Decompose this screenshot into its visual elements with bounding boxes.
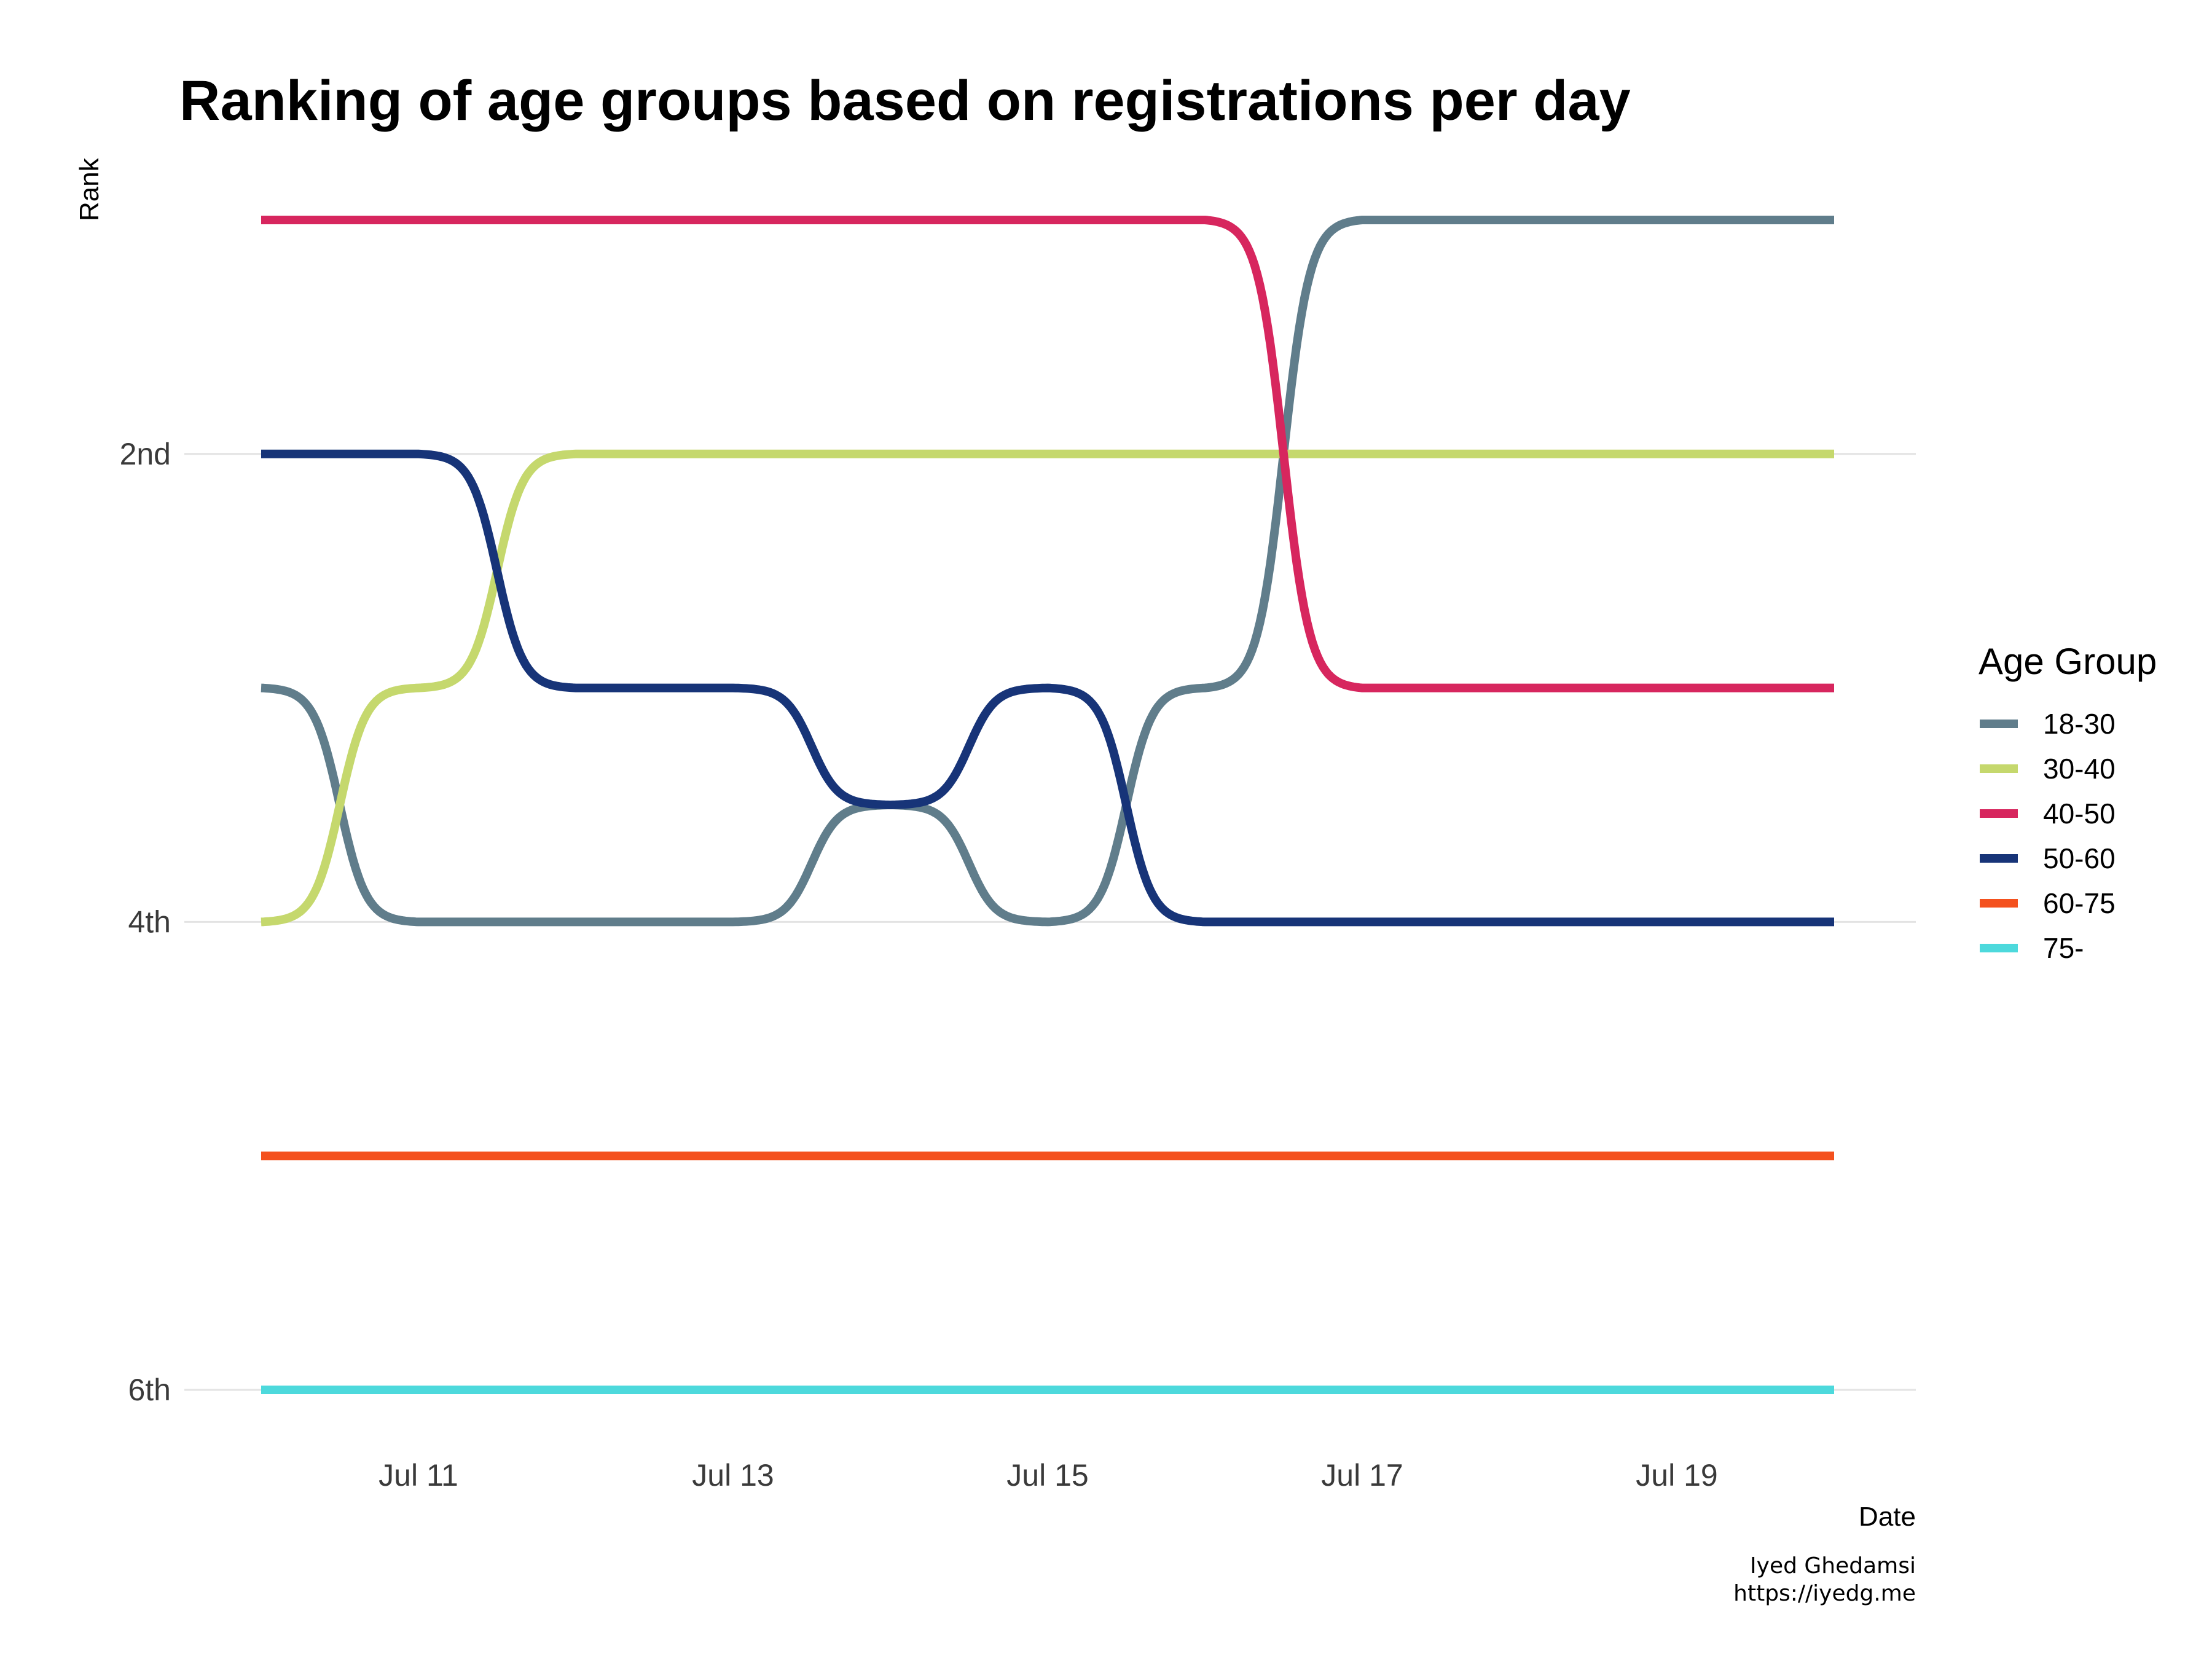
legend-label: 30-40 (2043, 753, 2116, 785)
x-axis-title: Date (1859, 1502, 1916, 1532)
series-lines (259, 216, 1836, 1394)
chart-title: Ranking of age groups based on registrat… (179, 69, 1631, 132)
y-axis-ticks: 2nd 4th 6th (120, 437, 171, 1407)
y-axis-title: Rank (74, 157, 104, 221)
x-tick-label: Jul 17 (1321, 1458, 1403, 1492)
caption: Iyed Ghedamsi https://iyedg.me (1733, 1553, 1916, 1606)
x-tick-label: Jul 13 (692, 1458, 774, 1492)
series-line-40-50 (259, 216, 1836, 692)
y-tick-label: 4th (128, 904, 171, 939)
x-tick-label: Jul 15 (1006, 1458, 1088, 1492)
caption-url: https://iyedg.me (1733, 1581, 1916, 1606)
legend: Age Group 18-30 30-40 40-50 50-60 60-75 75- (1979, 641, 2157, 964)
legend-title: Age Group (1979, 641, 2157, 682)
caption-author: Iyed Ghedamsi (1750, 1553, 1916, 1579)
legend-label: 40-50 (2043, 798, 2116, 830)
x-axis-ticks: Jul 11 Jul 13 Jul 15 Jul 17 Jul 19 (378, 1458, 1718, 1492)
y-tick-label: 6th (128, 1373, 171, 1407)
series-line-50-60 (259, 449, 1836, 927)
legend-label: 75- (2043, 932, 2084, 964)
x-tick-label: Jul 11 (378, 1458, 458, 1492)
legend-label: 18-30 (2043, 708, 2116, 740)
y-tick-label: 2nd (120, 437, 171, 471)
series-line-18-30 (259, 216, 1836, 927)
legend-label: 60-75 (2043, 887, 2116, 919)
x-tick-label: Jul 19 (1636, 1458, 1717, 1492)
series-line-30-40 (259, 449, 1836, 927)
legend-label: 50-60 (2043, 842, 2116, 874)
